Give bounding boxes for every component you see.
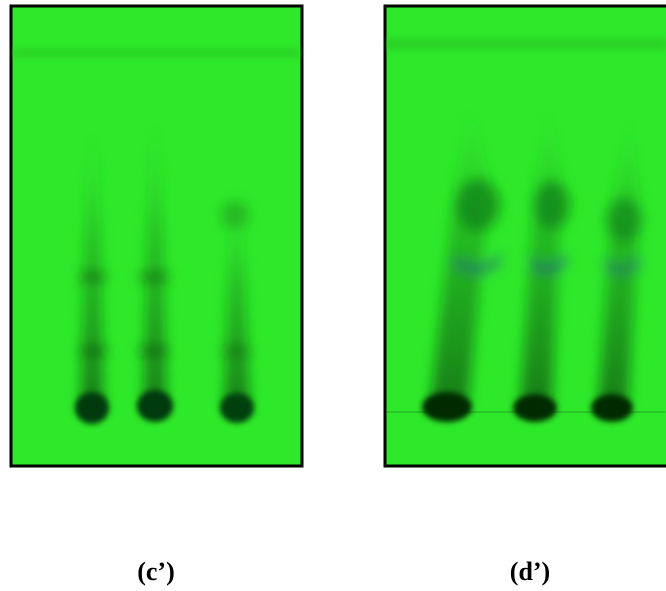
band [140, 346, 168, 356]
solvent-front [387, 38, 666, 50]
spot [137, 390, 173, 422]
band [221, 201, 249, 229]
spots [422, 392, 633, 422]
band [606, 198, 642, 242]
band [456, 179, 500, 231]
band [80, 346, 106, 356]
spot [513, 394, 557, 422]
band [222, 346, 250, 356]
spot [220, 393, 254, 423]
band [534, 181, 570, 229]
band [80, 272, 106, 282]
spot [75, 392, 109, 424]
panel-label: (d’) [510, 557, 550, 586]
figure: (c’) (d’) [0, 0, 666, 586]
spot [591, 394, 633, 422]
plate-c [11, 6, 302, 466]
page: (c’) (d’) (() => { const data = JSON.par… [0, 0, 666, 586]
panel-label: (c’) [137, 557, 175, 586]
solvent-front [13, 48, 300, 58]
band [140, 272, 168, 282]
plate-d [385, 6, 666, 466]
spot [422, 392, 472, 422]
